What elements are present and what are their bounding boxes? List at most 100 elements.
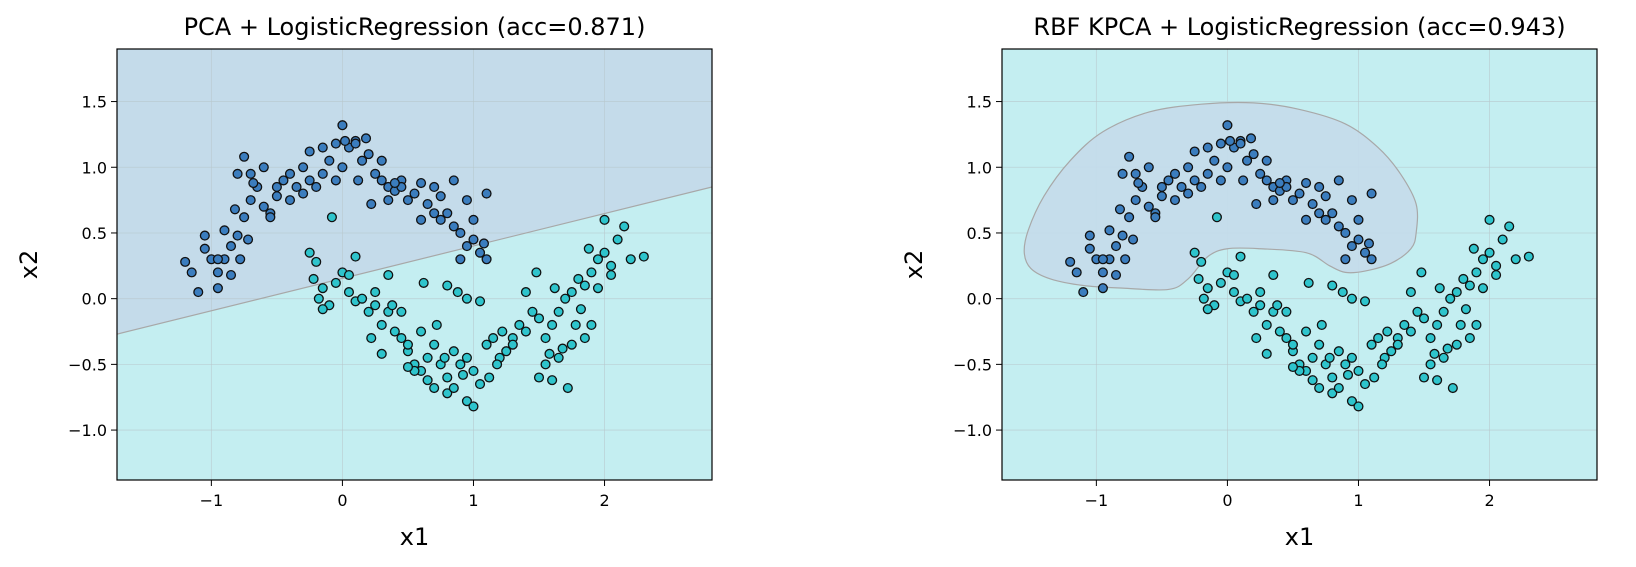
chart-2-point-class1-100 (1468, 243, 1479, 254)
chart-1-point-class0-8 (239, 212, 250, 223)
chart-1-point-class1-47 (606, 260, 617, 271)
chart-2-point-class0-61 (1097, 283, 1108, 294)
chart-1-point-class1-70 (366, 333, 377, 344)
chart-2-point-class0-67 (1314, 208, 1325, 219)
chart-1-point-class1-64 (461, 396, 472, 407)
chart-1-point-class0-35 (416, 177, 427, 189)
chart-1-point-class1-54 (586, 319, 597, 330)
chart-2-xtick-label-3: 2 (1484, 491, 1494, 510)
chart-2-point-class1-93 (1235, 251, 1246, 262)
chart-2-point-class1-25 (1346, 352, 1357, 363)
chart-2-point-class1-91 (1491, 269, 1502, 281)
chart-2-point-class0-79 (1320, 214, 1331, 225)
chart-2-point-class0-73 (1340, 254, 1351, 265)
chart-2-point-class0-60 (1065, 256, 1076, 267)
chart-1-point-class0-23 (337, 162, 348, 173)
chart-1-point-class1-12 (376, 319, 387, 330)
chart-2-point-class1-67 (1287, 361, 1298, 373)
chart-1-point-class1-23 (448, 346, 459, 357)
chart-1-point-class1-88 (557, 343, 568, 354)
chart-1-point-class1-80 (531, 267, 542, 278)
chart-2-point-class0-55 (1245, 133, 1257, 144)
chart-1-plot-frame (116, 48, 713, 481)
chart-1-point-class1-72 (396, 306, 407, 317)
chart-1-point-class1-77 (461, 293, 472, 304)
chart-2-point-class0-74 (1097, 254, 1108, 265)
chart-2-point-class0-85 (1215, 138, 1226, 149)
chart-1-point-class1-10 (363, 306, 374, 317)
chart-1-point-class1-102 (418, 277, 429, 288)
chart-2-point-class0-53 (1222, 120, 1233, 131)
chart-1-point-class1-60 (547, 375, 558, 386)
chart-1-point-class1-94 (383, 269, 394, 281)
chart-2-point-class1-80 (1416, 267, 1427, 278)
chart-2-ytick-label-1: −0.5 (953, 355, 992, 374)
chart-2-point-class1-57 (1438, 352, 1449, 363)
chart-1-point-class0-74 (212, 254, 223, 265)
chart-1-point-class1-53 (592, 283, 604, 294)
chart-1-point-class1-50 (619, 221, 630, 232)
chart-1-point-class0-18 (304, 175, 315, 186)
chart-2-point-class1-49 (1484, 214, 1495, 225)
chart-2-ytick-label-0: −1.0 (953, 421, 992, 440)
chart-2-point-class1-29 (1373, 333, 1384, 344)
chart-2-point-class1-51 (1523, 251, 1534, 262)
chart-1-point-class0-49 (271, 181, 282, 193)
chart-1-point-class1-29 (488, 333, 499, 344)
chart-2-point-class1-87 (1324, 352, 1335, 363)
chart-2-point-class1-103 (1228, 269, 1240, 281)
chart-1-point-class0-83 (383, 195, 394, 206)
chart-1-point-class0-29 (376, 175, 387, 186)
chart-1-point-class0-69 (461, 195, 472, 206)
chart-1-point-class0-52 (317, 142, 328, 153)
chart-1-point-class1-55 (579, 333, 590, 344)
chart-1-point-class1-28 (481, 339, 492, 350)
chart-2-point-class1-9 (1242, 293, 1253, 304)
chart-2-point-class0-78 (1274, 177, 1285, 189)
chart-2-point-class0-33 (1287, 195, 1298, 206)
chart-2-point-class0-63 (1124, 151, 1135, 162)
chart-1-ytick-label-0: −1.0 (68, 421, 107, 440)
chart-2-point-class1-48 (1497, 234, 1508, 245)
chart-2-point-class0-52 (1202, 142, 1213, 153)
chart-1-point-class1-89 (570, 319, 581, 330)
chart-1-point-class1-41 (566, 287, 577, 298)
chart-1-point-class0-81 (193, 287, 204, 298)
chart-1-xtick-label-0: −1 (200, 491, 224, 510)
chart-1-point-class1-103 (343, 269, 355, 281)
chart-2-point-class1-1 (1196, 256, 1207, 267)
chart-2-point-class0-21 (1209, 155, 1220, 166)
chart-1-point-class0-67 (429, 208, 440, 219)
chart-1-point-class0-37 (429, 181, 440, 193)
chart-2-point-class1-73 (1272, 300, 1283, 311)
chart-2-point-class1-101 (1198, 293, 1209, 304)
chart-2-point-class1-35 (1412, 306, 1423, 317)
chart-2-point-class1-40 (1445, 293, 1456, 304)
chart-1-point-class1-57 (553, 352, 564, 363)
chart-1-point-class1-74 (416, 326, 427, 337)
chart-2-point-class0-14 (1163, 175, 1174, 186)
chart-2-point-class0-41 (1340, 227, 1351, 239)
chart-1-point-class1-31 (501, 346, 512, 357)
chart-1-point-class1-58 (540, 359, 551, 370)
chart-2-point-class1-26 (1353, 365, 1364, 376)
chart-1-point-class1-24 (455, 359, 466, 370)
chart-2-point-class0-20 (1202, 168, 1213, 179)
chart-2-title: RBF KPCA + LogisticRegression (acc=0.943… (1033, 13, 1565, 41)
chart-2-point-class0-15 (1169, 168, 1181, 179)
chart-2-point-class1-75 (1316, 319, 1327, 330)
chart-2-point-class1-56 (1451, 339, 1462, 350)
chart-1-point-class0-11 (258, 201, 269, 212)
chart-2-point-class0-84 (1238, 175, 1249, 186)
chart-2-point-class0-26 (1242, 155, 1253, 166)
chart-2-point-class1-61 (1447, 382, 1458, 394)
chart-2-point-class1-92 (1211, 212, 1222, 223)
chart-2-point-class0-76 (1150, 212, 1161, 223)
chart-1-point-class1-62 (442, 388, 453, 399)
chart-1-point-class1-36 (533, 313, 545, 324)
chart-1-point-class1-90 (575, 304, 586, 315)
chart-1-point-class0-82 (339, 135, 351, 147)
chart-1-point-class0-54 (350, 138, 361, 149)
chart-1-point-class0-17 (298, 188, 309, 199)
chart-1-point-class0-14 (278, 175, 289, 186)
